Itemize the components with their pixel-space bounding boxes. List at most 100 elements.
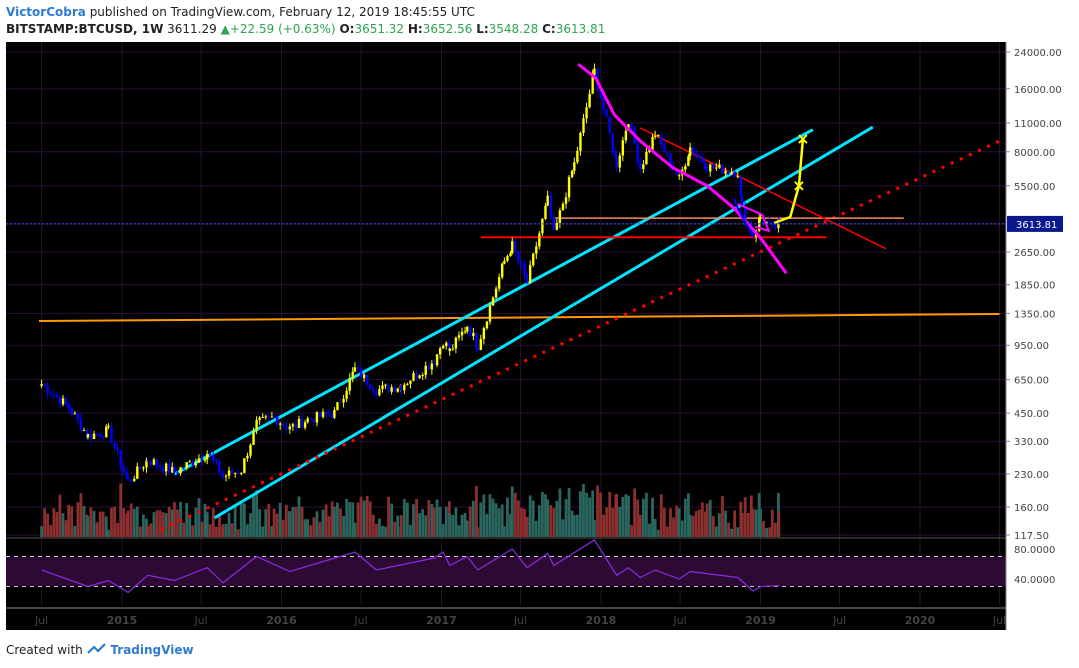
candle-body bbox=[249, 444, 252, 456]
volume-bar bbox=[368, 501, 372, 537]
candle-body bbox=[275, 416, 279, 425]
candle-body bbox=[715, 167, 718, 169]
volume-bar bbox=[523, 508, 526, 537]
volume-bar bbox=[585, 492, 588, 537]
volume-bar bbox=[718, 513, 721, 537]
projection-marker-icon bbox=[798, 134, 808, 144]
candle-body bbox=[272, 416, 276, 418]
volume-bar bbox=[359, 496, 363, 537]
candle-body bbox=[119, 450, 122, 467]
volume-bar bbox=[746, 512, 750, 537]
candle-body bbox=[430, 363, 434, 370]
candle-body bbox=[92, 433, 96, 439]
candle-body bbox=[324, 411, 328, 415]
candle-body bbox=[86, 434, 90, 438]
candle-body bbox=[736, 176, 739, 178]
candle-body bbox=[663, 143, 666, 153]
volume-bar bbox=[365, 495, 369, 537]
volume-bar bbox=[683, 498, 687, 537]
candle-body bbox=[351, 371, 354, 379]
volume-bar bbox=[491, 498, 495, 537]
volume-bar bbox=[327, 516, 331, 537]
tradingview-brand[interactable]: TradingView bbox=[110, 643, 194, 657]
volume-bar bbox=[309, 525, 313, 537]
time-tick-label: Jul bbox=[832, 614, 846, 627]
volume-bar bbox=[61, 513, 65, 537]
volume-bar bbox=[185, 503, 189, 537]
candle-body bbox=[237, 472, 240, 474]
candle-body bbox=[312, 419, 316, 423]
candle-body bbox=[555, 222, 559, 230]
time-axis[interactable]: Jul 2015 Jul 2016 Jul 2017 Jul 2018 Jul 2019 Jul 20… bbox=[6, 607, 1006, 627]
volume-bars bbox=[40, 483, 781, 537]
volume-bar bbox=[534, 520, 538, 537]
volume-bar bbox=[49, 525, 53, 537]
volume-bar bbox=[593, 520, 596, 537]
candle-body bbox=[709, 164, 712, 172]
candle-body bbox=[191, 461, 194, 466]
publish-line: VictorCobra published on TradingView.com… bbox=[6, 4, 1066, 21]
candle-body bbox=[525, 273, 529, 283]
candle-body bbox=[139, 466, 142, 469]
volume-bar bbox=[384, 526, 387, 537]
candle-body bbox=[514, 241, 517, 252]
candle-body bbox=[730, 172, 733, 174]
candle-body bbox=[517, 251, 520, 261]
low-label: L: bbox=[476, 22, 489, 36]
volume-bar bbox=[152, 512, 156, 537]
candle-body bbox=[179, 467, 182, 474]
last-price-badge bbox=[1007, 215, 1063, 232]
author-link[interactable]: VictorCobra bbox=[6, 5, 86, 19]
trendline-drawings[interactable] bbox=[38, 125, 1001, 531]
price-axis[interactable]: 24000.00 16000.00 11000.00 8000.00 5500.00 36… bbox=[6, 42, 1063, 630]
price-tick-label: 1850.00 bbox=[1014, 281, 1055, 292]
volume-bar bbox=[92, 510, 96, 537]
volume-bar bbox=[567, 488, 571, 537]
candle-body bbox=[424, 365, 427, 375]
volume-bar bbox=[67, 504, 71, 537]
volume-bar bbox=[476, 527, 480, 537]
volume-bar bbox=[638, 514, 642, 537]
plot-area[interactable] bbox=[6, 42, 1006, 630]
candle-body bbox=[501, 263, 504, 278]
volume-bar bbox=[575, 514, 579, 537]
candle-body bbox=[209, 453, 212, 456]
volume-bar bbox=[415, 498, 418, 537]
price-chart[interactable]: 24000.00 16000.00 11000.00 8000.00 5500.00 36… bbox=[0, 40, 1079, 632]
volume-bar bbox=[596, 485, 599, 537]
candle-body bbox=[303, 422, 307, 428]
volume-bar bbox=[688, 514, 692, 537]
candle-body bbox=[133, 478, 136, 482]
volume-bar bbox=[528, 495, 532, 537]
volume-bar bbox=[76, 502, 80, 537]
volume-bar bbox=[98, 511, 102, 537]
candle-body bbox=[528, 265, 532, 283]
volume-bar bbox=[275, 513, 279, 537]
volume-bar bbox=[754, 509, 758, 537]
rsi-pane[interactable] bbox=[6, 539, 1006, 594]
candle-body bbox=[158, 465, 162, 467]
symbol-name[interactable]: BITSTAMP:BTCUSD, 1W bbox=[6, 22, 164, 36]
volume-bar bbox=[561, 519, 565, 537]
candle-body bbox=[701, 157, 704, 163]
volume-bar bbox=[321, 509, 325, 537]
price-tick-label: 950.00 bbox=[1014, 341, 1049, 352]
candle-body bbox=[309, 418, 312, 420]
volume-bar bbox=[242, 503, 246, 537]
low-value: 3548.28 bbox=[488, 22, 539, 36]
candle-body bbox=[255, 419, 258, 431]
volume-bar bbox=[351, 502, 355, 537]
volume-bar bbox=[485, 513, 489, 537]
candle-body bbox=[40, 384, 43, 386]
volume-bar bbox=[421, 509, 425, 537]
volume-bar bbox=[599, 492, 602, 537]
volume-bar bbox=[278, 502, 282, 537]
volume-bar bbox=[86, 516, 90, 537]
volume-bar bbox=[158, 510, 162, 537]
time-tick-label: Jul bbox=[992, 614, 1006, 627]
volume-bar bbox=[582, 484, 585, 537]
candle-body bbox=[765, 222, 768, 224]
candle-body bbox=[457, 335, 461, 338]
candle-body bbox=[605, 109, 608, 117]
volume-bar bbox=[479, 502, 483, 537]
